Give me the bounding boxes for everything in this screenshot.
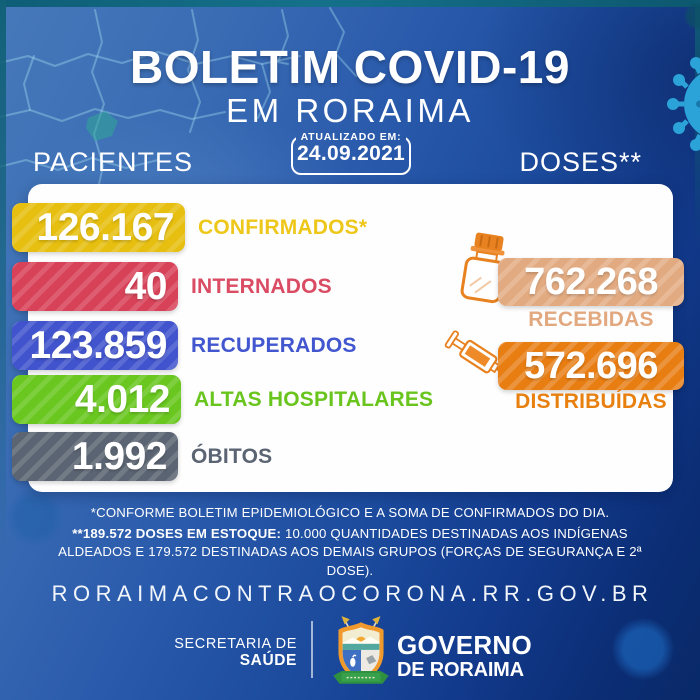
- roraima-coat-of-arms-icon: [333, 616, 389, 684]
- dose-label: RECEBIDAS: [528, 308, 654, 331]
- secretaria-line2: SAÚDE: [239, 652, 297, 670]
- footnote-bold: **189.572 DOSES EM ESTOQUE:: [72, 525, 282, 541]
- stat-row-altas: 4.012 ALTAS HOSPITALARES: [12, 375, 433, 424]
- stat-bar: 40: [12, 262, 178, 311]
- website-url: RORAIMACONTRAOCORONA.RR.GOV.BR: [51, 581, 654, 606]
- dose-bar: 762.268: [498, 258, 684, 306]
- dose-bar: 572.696: [498, 342, 684, 390]
- updated-date: 24.09.2021: [296, 142, 406, 165]
- dose-label: DISTRIBUÍDAS: [515, 390, 667, 413]
- stat-bar: 4.012: [12, 375, 181, 424]
- stat-label: RECUPERADOS: [191, 333, 357, 357]
- secretaria-de-saude-label: SECRETARIA DE SAÚDE: [174, 636, 297, 670]
- stat-bar: 126.167: [12, 203, 185, 252]
- stat-label: ÓBITOS: [191, 444, 273, 468]
- vaccine-vial-icon: [460, 232, 506, 304]
- stat-label: ALTAS HOSPITALARES: [194, 387, 434, 411]
- stat-label: CONFIRMADOS*: [198, 215, 368, 239]
- coronavirus-icon: [667, 57, 700, 151]
- map-highlight-region: [86, 111, 118, 141]
- stat-row-internados: 40 INTERNADOS: [12, 262, 332, 311]
- stat-label: INTERNADOS: [191, 274, 332, 298]
- gov-line2: DE RORAIMA: [397, 659, 524, 681]
- dose-value: 572.696: [524, 344, 658, 387]
- governo-de-roraima-logo-text: GOVERNO DE RORAIMA: [397, 632, 532, 680]
- footnote-confirmados: *CONFORME BOLETIM EPIDEMIOLÓGICO E A SOM…: [90, 505, 610, 520]
- page-title: BOLETIM COVID-19: [130, 41, 570, 93]
- faint-virus-silhouette: [684, 2, 700, 30]
- stat-value: 40: [124, 264, 168, 308]
- updated-date-badge: ATUALIZADO EM: 24.09.2021: [291, 131, 411, 175]
- stat-bar: 123.859: [12, 321, 178, 370]
- footer-divider: [311, 621, 313, 678]
- stat-bar: 1.992: [12, 432, 178, 481]
- footnotes: *CONFORME BOLETIM EPIDEMIOLÓGICO E A SOM…: [0, 504, 700, 581]
- secretaria-line1: SECRETARIA DE: [174, 636, 297, 652]
- stat-row-recuperados: 123.859 RECUPERADOS: [12, 321, 357, 370]
- stat-value: 1.992: [71, 434, 168, 478]
- patients-section-label: PACIENTES: [33, 147, 194, 177]
- footnote-rest: 10.000 QUANTIDADES DESTINADAS AOS INDÍGE…: [58, 525, 642, 579]
- stat-value: 126.167: [36, 205, 175, 249]
- frame-edge-left: [0, 0, 6, 560]
- faint-virus-silhouette: [612, 618, 674, 680]
- stat-row-confirmados: 126.167 CONFIRMADOS*: [12, 203, 367, 252]
- updated-label: ATUALIZADO EM:: [300, 131, 402, 143]
- stat-value: 4.012: [74, 377, 171, 421]
- page-subtitle: EM RORAIMA: [226, 92, 474, 129]
- faint-virus-silhouette: [6, 488, 64, 546]
- roraima-map-outline: [0, 7, 357, 199]
- stat-value: 123.859: [29, 323, 168, 367]
- dose-value: 762.268: [524, 260, 658, 303]
- doses-section-label: DOSES**: [519, 147, 642, 177]
- stat-row-obitos: 1.992 ÓBITOS: [12, 432, 272, 481]
- gov-line1: GOVERNO: [397, 630, 533, 660]
- footnote-doses-estoque: **189.572 DOSES EM ESTOQUE: 10.000 QUANT…: [47, 525, 653, 581]
- frame-edge-top: [0, 0, 700, 7]
